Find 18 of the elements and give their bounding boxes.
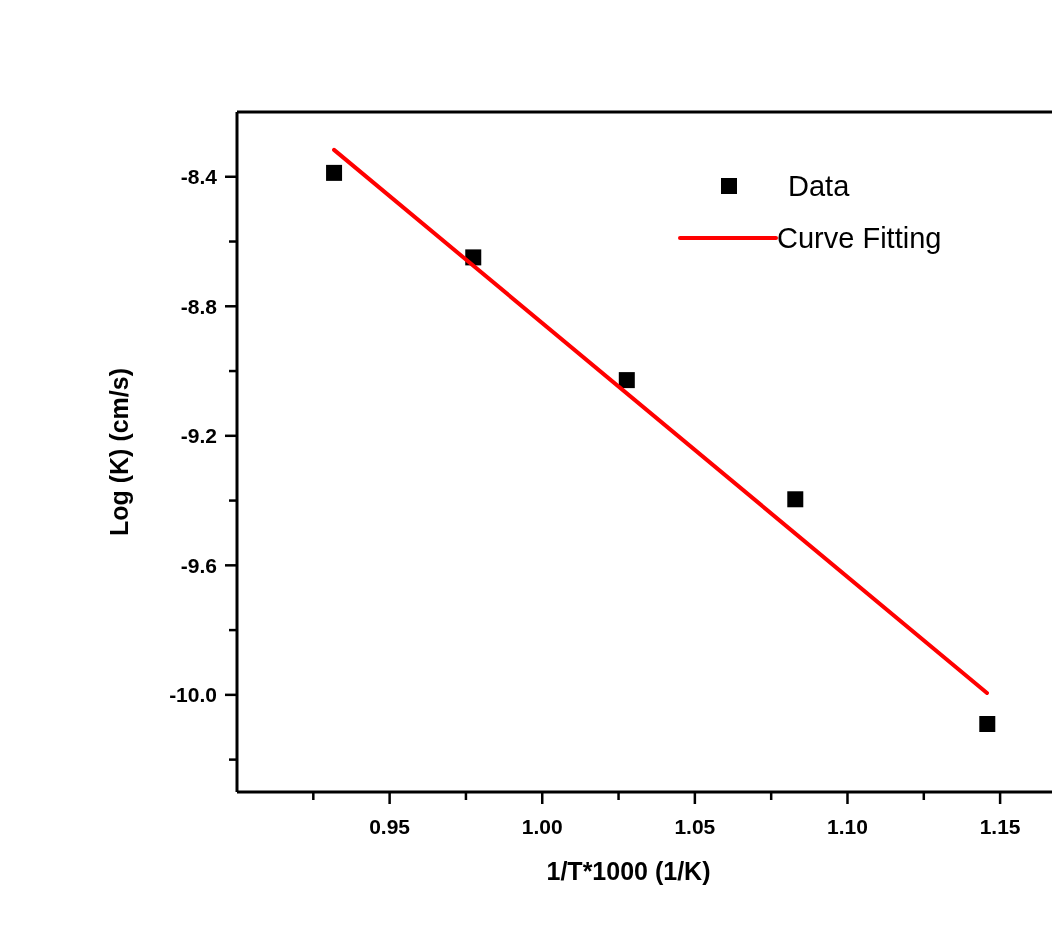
x-tick-label: 0.95 — [369, 815, 411, 838]
point — [787, 491, 804, 508]
y-axis-title: Log (K) (cm/s) — [105, 367, 133, 537]
x-tick-label: 1.15 — [979, 815, 1021, 838]
y-tick-label: -10.0 — [169, 683, 217, 707]
y-tick-label: -8.8 — [180, 294, 218, 318]
legend-label: Curve Fitting — [777, 222, 942, 255]
legend-label: Data — [788, 170, 851, 203]
x-tick-label: 1.00 — [521, 815, 563, 838]
point — [618, 372, 635, 389]
x-tick-label: 1.05 — [674, 815, 716, 838]
x-tick-label: 1.10 — [827, 815, 868, 838]
point — [326, 164, 343, 181]
y-tick-label: -8.4 — [180, 165, 218, 189]
x-axis-title: 1/T*1000 (1/K) — [546, 857, 711, 885]
y-tick-label: -9.2 — [180, 424, 217, 448]
point — [979, 716, 996, 732]
y-tick-label: -9.6 — [180, 553, 217, 577]
